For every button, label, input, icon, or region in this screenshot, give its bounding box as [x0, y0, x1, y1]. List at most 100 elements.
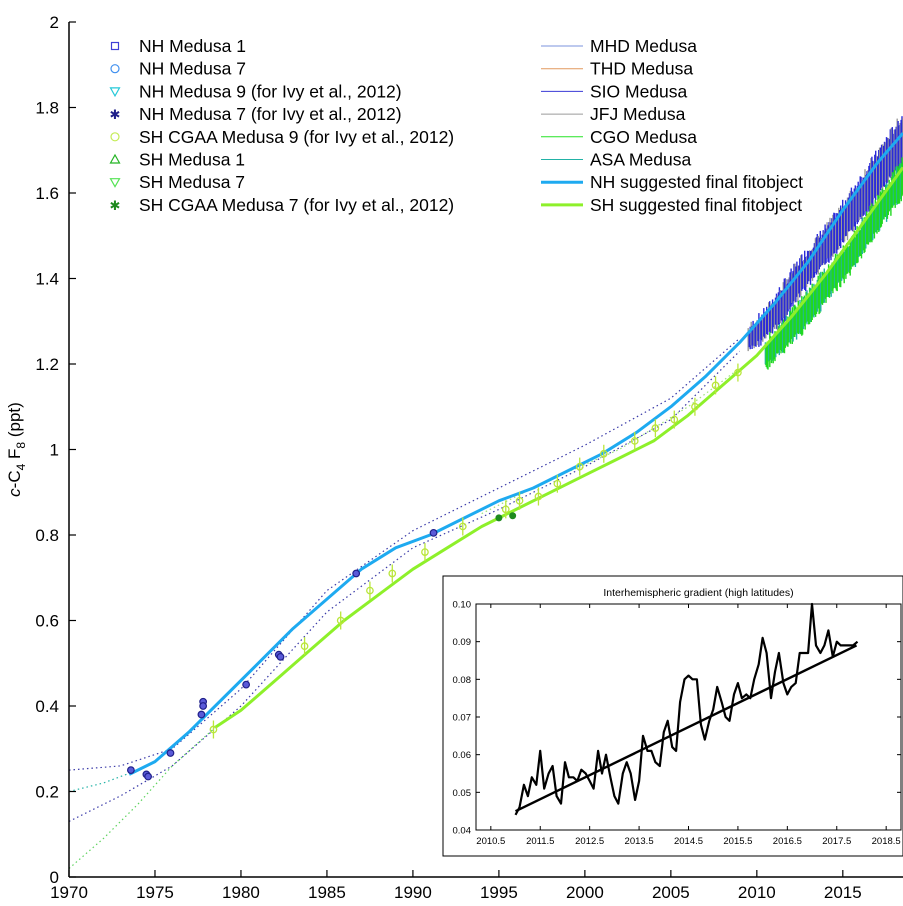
- inset-y-tick-label: 0.09: [453, 637, 472, 648]
- sh-flask-point: [734, 368, 742, 377]
- y-axis-label-part: F: [5, 449, 24, 464]
- sh-fit-line: [214, 166, 903, 729]
- legend-item-right: THD Medusa: [541, 59, 693, 79]
- sh-flask-point: [599, 449, 608, 458]
- y-axis-label-part: (ppt): [5, 402, 24, 442]
- inset-x-tick-label: 2017.5: [822, 836, 851, 847]
- nh-flask-point: [242, 680, 251, 689]
- inset-x-tick-label: 2015.5: [723, 836, 752, 847]
- y-tick-label: 0.4: [35, 697, 59, 716]
- nh-flask-point: [352, 569, 361, 578]
- inset-gradient-line: [514, 602, 859, 816]
- legend-label: ASA Medusa: [590, 150, 691, 170]
- legend-label: MHD Medusa: [590, 36, 697, 56]
- y-tick-label: 1: [50, 441, 59, 460]
- nh-flask-point: [197, 710, 206, 719]
- sh-flask-point: [711, 381, 720, 390]
- inset-frame: [442, 575, 903, 857]
- legend-item-left: ✱ SH CGAA Medusa 7 (for Ivy et al., 2012): [110, 195, 455, 215]
- legend-label: SH Medusa 7: [139, 172, 245, 192]
- triangle-up-marker-icon: [109, 153, 121, 164]
- x-tick-label: 1970: [50, 883, 88, 902]
- legend: NH Medusa 1 NH Medusa 7NH Medusa 9 (for I…: [109, 36, 803, 215]
- sh-flask-point: [501, 505, 510, 514]
- triangle-down-marker-icon: [109, 87, 121, 98]
- inset-y-tick-label: 0.06: [453, 750, 472, 761]
- inset-y-tick-label: 0.05: [453, 788, 472, 799]
- y-tick-label: 1.4: [35, 270, 59, 289]
- legend-label: NH suggested final fitobject: [590, 172, 803, 192]
- inset-x-tick-label: 2018.5: [872, 836, 901, 847]
- inset-x-tick-label: 2011.5: [526, 836, 554, 847]
- legend-item-right: MHD Medusa: [541, 36, 697, 56]
- legend-item-right: JFJ Medusa: [541, 104, 686, 124]
- sh-flask-point: [630, 437, 639, 445]
- legend-label: NH Medusa 7 (for Ivy et al., 2012): [139, 104, 402, 124]
- y-axis-label-part: 8: [14, 442, 28, 449]
- sh-flask-point: [575, 462, 584, 471]
- sh-flask-point: [366, 586, 374, 595]
- legend-label: SIO Medusa: [590, 81, 688, 101]
- legend-label: NH Medusa 1: [139, 36, 246, 56]
- legend-label: CGO Medusa: [590, 127, 697, 147]
- legend-item-right: CGO Medusa: [541, 127, 697, 147]
- sh-cgaa7-point: [509, 512, 517, 520]
- sh-flask-point: [388, 569, 397, 578]
- x-tick-label: 1990: [394, 883, 432, 902]
- inset-y-tick-label: 0.07: [453, 713, 472, 724]
- x-tick-label: 2010: [738, 883, 776, 902]
- y-axis-label: c-C4 F8 (ppt): [5, 402, 28, 497]
- sh-flask-point: [670, 415, 679, 424]
- legend-label: SH CGAA Medusa 7 (for Ivy et al., 2012): [139, 195, 454, 215]
- sh-flask-point: [421, 548, 429, 556]
- inset-trend-line: [515, 644, 858, 813]
- nh-flask-point: [166, 749, 175, 757]
- nh-flask-point: [429, 528, 438, 537]
- inset-x-tick-label: 2014.5: [674, 836, 703, 847]
- x-tick-label: 1975: [136, 883, 174, 902]
- sh-flask-point: [553, 479, 562, 488]
- x-tick-label: 2015: [824, 883, 862, 902]
- sh-flask-point: [300, 642, 309, 651]
- legend-item-right: SH suggested final fitobject: [541, 195, 802, 215]
- legend-item-left: NH Medusa 7: [110, 59, 246, 79]
- inset-y-tick-label: 0.04: [453, 826, 472, 837]
- legend-label: JFJ Medusa: [590, 104, 686, 124]
- square-marker-icon: [110, 41, 120, 51]
- x-tick-label: 2000: [566, 883, 604, 902]
- inset-x-tick-label: 2016.5: [773, 836, 802, 847]
- legend-label: SH suggested final fitobject: [590, 195, 802, 215]
- legend-item-right: NH suggested final fitobject: [541, 172, 803, 192]
- legend-item-left: SH Medusa 1: [109, 150, 245, 170]
- inset-x-tick-label: 2012.5: [575, 836, 604, 847]
- inset-y-tick-label: 0.08: [453, 675, 472, 686]
- y-axis-label-part: c: [5, 488, 24, 497]
- circle-marker-icon: [110, 132, 120, 142]
- y-tick-label: 0.8: [35, 526, 59, 545]
- inset-x-tick-label: 2010.5: [476, 836, 505, 847]
- y-tick-label: 1.8: [35, 99, 59, 118]
- x-tick-label: 1995: [480, 883, 518, 902]
- star-marker-icon: ✱: [110, 199, 121, 214]
- legend-label: NH Medusa 9 (for Ivy et al., 2012): [139, 81, 402, 101]
- y-tick-label: 0.2: [35, 783, 59, 802]
- triangle-down-marker-icon: [109, 178, 121, 188]
- inset-y-tick-label: 0.10: [453, 600, 472, 611]
- circle-marker-icon: [110, 64, 120, 74]
- sh-flask-point: [336, 616, 345, 625]
- legend-item-left: SH CGAA Medusa 9 (for Ivy et al., 2012): [110, 127, 454, 147]
- sh-flask-point: [515, 496, 524, 505]
- star-marker-icon: ✱: [110, 108, 121, 123]
- x-tick-label: 2005: [652, 883, 690, 902]
- inset-x-tick-label: 2013.5: [625, 836, 654, 847]
- legend-item-left: NH Medusa 9 (for Ivy et al., 2012): [109, 81, 402, 101]
- legend-label: THD Medusa: [590, 59, 693, 79]
- y-tick-label: 1.2: [35, 355, 59, 374]
- y-tick-label: 0: [50, 868, 59, 887]
- y-tick-label: 0.6: [35, 612, 59, 631]
- main-plot: 0 0.2 0.4 0.6 0.8 1 1.2 1.4 1.6 1.8 2 1970 1975 1980 1…: [5, 13, 903, 902]
- inset-title: Interhemispheric gradient (high latitude…: [603, 587, 793, 599]
- nh-uncertainty-extension: [68, 769, 139, 793]
- legend-item-right: SIO Medusa: [541, 81, 688, 101]
- nh-fit-line: [128, 132, 903, 776]
